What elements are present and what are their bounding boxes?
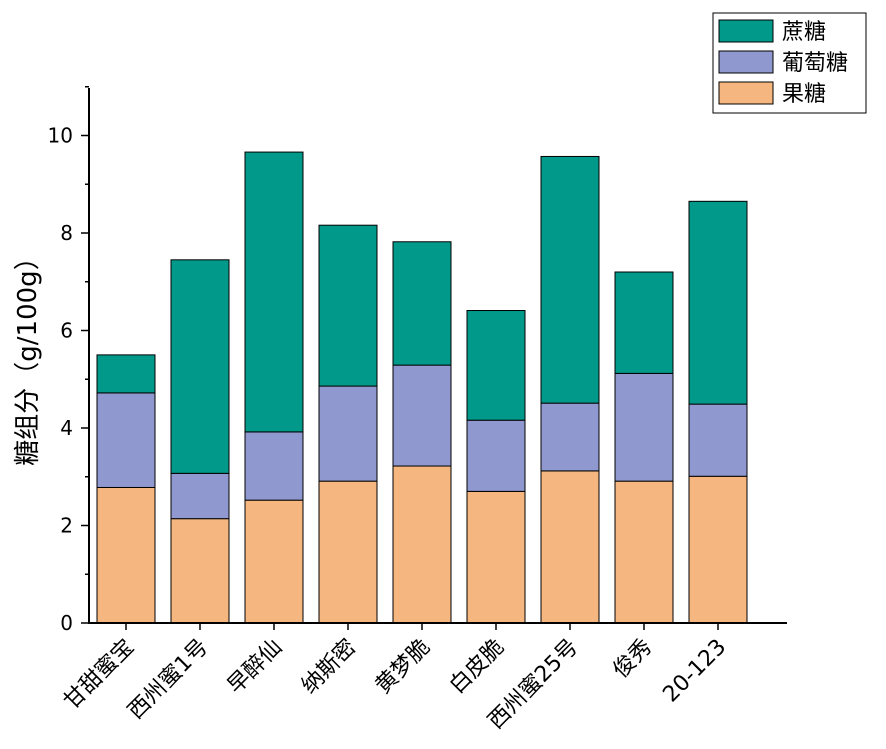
bar-segment bbox=[540, 470, 600, 624]
y-tick-label: 10 bbox=[48, 124, 73, 148]
bar-segment bbox=[318, 224, 378, 387]
bar-segment bbox=[614, 480, 674, 624]
x-tick-label: 黄梦脆 bbox=[371, 635, 435, 699]
bar-segment bbox=[244, 499, 304, 624]
bar-segment bbox=[540, 155, 600, 404]
bar-segment bbox=[688, 403, 748, 477]
bar-segment bbox=[96, 486, 156, 624]
x-tick-label: 西州蜜1号 bbox=[123, 635, 213, 725]
legend-swatch bbox=[718, 19, 774, 43]
bar-segment bbox=[392, 241, 452, 366]
bar-segment bbox=[614, 271, 674, 374]
bar-segment bbox=[688, 475, 748, 624]
bar-segment bbox=[170, 259, 230, 474]
legend-label: 果糖 bbox=[782, 82, 826, 107]
bar-segment bbox=[244, 151, 304, 433]
bar-segment bbox=[392, 465, 452, 624]
bar-segment bbox=[466, 490, 526, 624]
bar-segment bbox=[96, 392, 156, 488]
bars-layer bbox=[96, 151, 748, 624]
bar-segment bbox=[466, 310, 526, 421]
x-tick-label: 俊秀 bbox=[608, 635, 657, 684]
legend-swatch bbox=[718, 50, 774, 74]
x-tick-label: 纳斯密 bbox=[297, 635, 361, 699]
legend-label: 蔗糖 bbox=[782, 20, 826, 45]
bar-segment bbox=[392, 364, 452, 467]
bar-segment bbox=[244, 431, 304, 501]
bar-segment bbox=[688, 200, 748, 405]
x-tick-label: 早醉仙 bbox=[223, 635, 287, 699]
bar-segment bbox=[96, 354, 156, 394]
y-tick-label: 6 bbox=[60, 319, 73, 343]
bar-segment bbox=[318, 385, 378, 482]
y-tick-label: 4 bbox=[60, 416, 73, 440]
y-ticks-layer: 0 2 4 6 8 10 bbox=[48, 86, 89, 635]
legend-swatch bbox=[718, 81, 774, 105]
x-tick-label: 白皮脆 bbox=[445, 635, 509, 699]
y-tick-label: 8 bbox=[60, 221, 73, 245]
y-tick-label: 0 bbox=[60, 611, 73, 635]
legend-label: 葡萄糖 bbox=[782, 51, 848, 76]
bar-segment bbox=[466, 419, 526, 492]
bar-segment bbox=[318, 480, 378, 624]
x-tick-label: 20-123 bbox=[658, 635, 731, 708]
bar-segment bbox=[614, 372, 674, 482]
y-tick-label: 2 bbox=[60, 514, 73, 538]
bar-segment bbox=[170, 518, 230, 624]
y-axis-title: 糖组分（g/100g） bbox=[13, 244, 43, 465]
bar-segment bbox=[170, 472, 230, 520]
bar-segment bbox=[540, 402, 600, 472]
